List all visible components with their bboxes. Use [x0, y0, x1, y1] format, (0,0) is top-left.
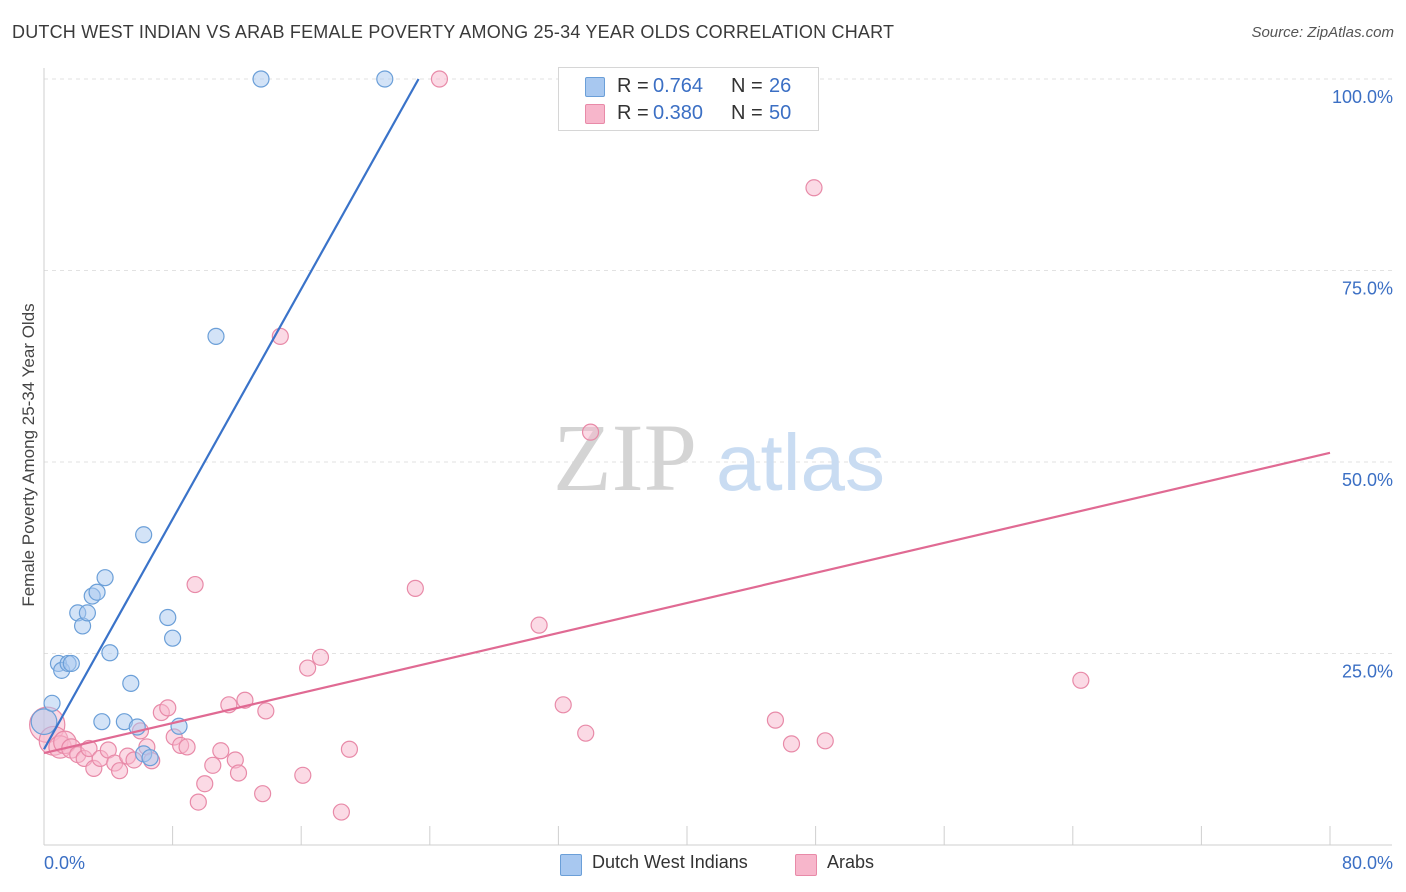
x-tick-label: 80.0%	[1342, 853, 1393, 873]
legend-swatch-blue	[585, 77, 605, 97]
point-arabs	[332, 803, 350, 821]
point-dutch-west-indians	[93, 713, 111, 731]
y-tick-label: 100.0%	[1332, 87, 1393, 107]
watermark-zip: ZIP	[553, 404, 697, 511]
point-arabs	[294, 766, 312, 784]
axes	[43, 68, 1392, 846]
point-arabs	[204, 756, 222, 774]
legend-n-label: N =	[731, 101, 763, 124]
point-arabs	[189, 793, 207, 811]
legend-swatch-pink	[585, 104, 605, 124]
chart-title: DUTCH WEST INDIAN VS ARAB FEMALE POVERTY…	[12, 22, 895, 42]
point-arabs	[430, 70, 449, 88]
point-arabs	[577, 724, 595, 742]
point-dutch-west-indians	[376, 70, 394, 88]
point-arabs	[581, 423, 600, 441]
point-dutch-west-indians	[62, 654, 80, 673]
point-dutch-west-indians	[252, 70, 270, 88]
watermark-atlas: atlas	[716, 418, 885, 507]
point-arabs	[229, 764, 248, 782]
data-points	[29, 70, 1090, 821]
point-dutch-west-indians	[164, 629, 182, 647]
point-arabs	[766, 711, 785, 729]
axis-labels: 100.0% 75.0% 50.0% 25.0% 0.0% 80.0% Female Pov…	[19, 87, 1393, 873]
legend-label: Arabs	[827, 852, 875, 872]
point-arabs	[299, 659, 317, 677]
legend-n-value-pink: 50	[769, 101, 792, 124]
point-arabs	[311, 648, 330, 666]
point-arabs	[186, 575, 204, 594]
chart-source: Source: ZipAtlas.com	[1251, 24, 1394, 41]
trend-line-arabs	[43, 451, 1331, 755]
point-arabs	[782, 735, 801, 753]
y-axis-title: Female Poverty Among 25-34 Year Olds	[19, 303, 38, 606]
point-arabs	[1072, 671, 1090, 689]
point-arabs	[554, 696, 572, 714]
legend-r-value-pink: 0.380	[653, 101, 704, 124]
point-dutch-west-indians	[78, 604, 97, 622]
point-arabs	[178, 738, 196, 756]
legend-swatch-pink	[795, 854, 817, 876]
y-tick-label: 25.0%	[1342, 662, 1393, 682]
legend-r-value-blue: 0.764	[653, 74, 704, 97]
correlation-legend: R = 0.764 N = 26 R = 0.380 N = 50	[558, 67, 819, 131]
point-arabs	[159, 699, 177, 717]
legend-r-label: R =	[617, 74, 649, 97]
point-dutch-west-indians	[122, 674, 140, 692]
point-arabs	[340, 740, 359, 758]
legend-n-label: N =	[731, 74, 763, 97]
point-dutch-west-indians	[141, 749, 159, 767]
point-dutch-west-indians	[30, 708, 58, 736]
legend-swatch-blue	[560, 854, 582, 876]
trend-lines	[43, 78, 1331, 755]
point-arabs	[816, 732, 834, 750]
point-dutch-west-indians	[96, 569, 114, 587]
x-tick-label: 0.0%	[44, 853, 85, 873]
point-arabs	[254, 785, 272, 803]
point-arabs	[805, 179, 823, 197]
point-arabs	[406, 579, 424, 597]
point-dutch-west-indians	[101, 644, 119, 662]
point-dutch-west-indians	[207, 327, 225, 345]
point-arabs	[530, 616, 548, 634]
point-dutch-west-indians	[43, 694, 61, 712]
y-tick-label: 50.0%	[1342, 470, 1393, 490]
legend-label: Dutch West Indians	[592, 852, 748, 872]
trend-line-dutch-west-indians	[43, 78, 420, 750]
point-dutch-west-indians	[159, 608, 177, 627]
point-arabs	[257, 702, 275, 720]
y-tick-label: 75.0%	[1342, 279, 1393, 299]
legend-n-value-blue: 26	[769, 74, 792, 97]
point-dutch-west-indians	[135, 526, 153, 544]
point-arabs	[110, 762, 129, 780]
legend-r-label: R =	[617, 101, 649, 124]
point-arabs	[196, 775, 214, 793]
watermark: ZIP atlas	[553, 404, 885, 511]
point-dutch-west-indians	[88, 583, 106, 601]
grid-lines	[44, 78, 1392, 654]
point-arabs	[212, 742, 230, 760]
